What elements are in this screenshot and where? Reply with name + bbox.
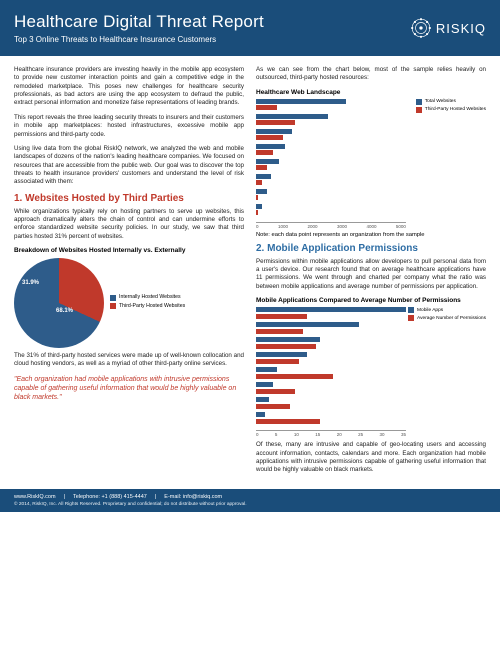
axis-tick: 1000 [278, 224, 288, 229]
legend-item: Third-Party Hosted Websites [416, 107, 486, 113]
bar-row [256, 412, 486, 417]
pie-graphic: 68.1% 31.9% [14, 258, 104, 348]
bar-row [256, 150, 486, 155]
bar-chart-2-axis: 0 5 10 15 20 25 30 35 [256, 430, 406, 437]
bar-row [256, 120, 486, 125]
section-1-heading: 1. Websites Hosted by Third Parties [14, 193, 244, 204]
axis-tick: 35 [401, 432, 406, 437]
axis-tick: 0 [256, 224, 259, 229]
brand-name: RISKIQ [436, 21, 486, 36]
footer-contacts: www.RiskIQ.com | Telephone: +1 (888) 415… [14, 494, 486, 500]
legend-item: Total Websites [416, 99, 486, 105]
bar-row [256, 367, 486, 372]
pie-legend: Internally Hosted Websites Third-Party Ho… [110, 294, 185, 312]
footer-telephone: Telephone: +1 (888) 415-4447 [73, 494, 147, 500]
bar-row [256, 382, 486, 387]
bar-row [256, 419, 486, 424]
footer-bar: www.RiskIQ.com | Telephone: +1 (888) 415… [0, 489, 500, 512]
bar-chart-1-axis: 0 1000 2000 3000 4000 5000 [256, 222, 406, 229]
bar-row [256, 135, 486, 140]
section-2-p1: Permissions within mobile applications a… [256, 258, 486, 291]
logo-icon [410, 17, 432, 39]
legend-item: Average Number of Permissions [408, 315, 486, 321]
bar-chart-2-legend: Mobile Apps Average Number of Permissions [408, 307, 486, 323]
axis-tick: 10 [294, 432, 299, 437]
content-columns: Healthcare insurance providers are inves… [0, 56, 500, 489]
axis-tick: 30 [380, 432, 385, 437]
bar-chart-1-legend: Total Websites Third-Party Hosted Website… [416, 99, 486, 115]
bar-row [256, 129, 486, 134]
axis-tick: 4000 [366, 224, 376, 229]
bar-chart-2: Mobile Apps Average Number of Permissions [256, 307, 486, 427]
section-2-p2: Of these, many are intrusive and capable… [256, 441, 486, 474]
axis-tick: 2000 [307, 224, 317, 229]
intro-p3: Using live data from the global RiskIQ n… [14, 145, 244, 187]
axis-tick: 0 [256, 432, 259, 437]
bar-row [256, 180, 486, 185]
bar-row [256, 210, 486, 215]
footer-email[interactable]: E-mail: info@riskiq.com [164, 494, 222, 500]
bar-row [256, 329, 486, 334]
legend-item: Third-Party Hosted Websites [110, 303, 185, 310]
page-subtitle: Top 3 Online Threats to Healthcare Insur… [14, 35, 410, 44]
axis-tick: 25 [358, 432, 363, 437]
axis-tick: 5 [275, 432, 278, 437]
header-left: Healthcare Digital Threat Report Top 3 O… [14, 12, 410, 44]
axis-tick: 15 [315, 432, 320, 437]
header-bar: Healthcare Digital Threat Report Top 3 O… [0, 0, 500, 56]
bar-row [256, 397, 486, 402]
bar-chart-2-title: Mobile Applications Compared to Average … [256, 297, 486, 304]
bar-row [256, 159, 486, 164]
chart-1-note: Note: each data point represents an orga… [256, 232, 486, 238]
pie-chart: 68.1% 31.9% Internally Hosted Websites Th… [14, 258, 244, 348]
bar-row [256, 195, 486, 200]
pie-chart-title: Breakdown of Websites Hosted Internally … [14, 247, 244, 254]
footer-sep: | [155, 494, 156, 500]
footer-sep: | [64, 494, 65, 500]
legend-item: Mobile Apps [408, 307, 486, 313]
section-1-p1: While organizations typically rely on ho… [14, 208, 244, 241]
bar-row [256, 404, 486, 409]
legend-item: Internally Hosted Websites [110, 294, 185, 301]
bar-row [256, 204, 486, 209]
bar-row [256, 344, 486, 349]
footer-copyright: © 2014, RiskIQ, Inc. All Rights Reserved… [14, 502, 486, 507]
axis-tick: 3000 [337, 224, 347, 229]
right-intro: As we can see from the chart below, most… [256, 66, 486, 83]
bar-row [256, 337, 486, 342]
axis-tick: 20 [337, 432, 342, 437]
brand-logo: RISKIQ [410, 17, 486, 39]
right-column: As we can see from the chart below, most… [256, 66, 486, 481]
bar-row [256, 359, 486, 364]
bar-chart-1-title: Healthcare Web Landscape [256, 89, 486, 96]
pie-slice-label-0: 68.1% [56, 308, 73, 314]
bar-row [256, 352, 486, 357]
bar-row [256, 189, 486, 194]
intro-p2: This report reveals the three leading se… [14, 114, 244, 139]
bar-row [256, 174, 486, 179]
pie-slice-label-1: 31.9% [22, 280, 39, 286]
footer-website[interactable]: www.RiskIQ.com [14, 494, 56, 500]
bar-row [256, 165, 486, 170]
section-2-heading: 2. Mobile Application Permissions [256, 243, 486, 254]
section-1-p2: The 31% of third-party hosted services w… [14, 352, 244, 369]
intro-p1: Healthcare insurance providers are inves… [14, 66, 244, 108]
bar-row [256, 374, 486, 379]
page: Healthcare Digital Threat Report Top 3 O… [0, 0, 500, 512]
bar-row [256, 389, 486, 394]
bar-row [256, 144, 486, 149]
pull-quote: "Each organization had mobile applicatio… [14, 375, 244, 402]
axis-tick: 5000 [396, 224, 406, 229]
left-column: Healthcare insurance providers are inves… [14, 66, 244, 481]
bar-chart-1: Total Websites Third-Party Hosted Website… [256, 99, 486, 219]
page-title: Healthcare Digital Threat Report [14, 12, 410, 32]
